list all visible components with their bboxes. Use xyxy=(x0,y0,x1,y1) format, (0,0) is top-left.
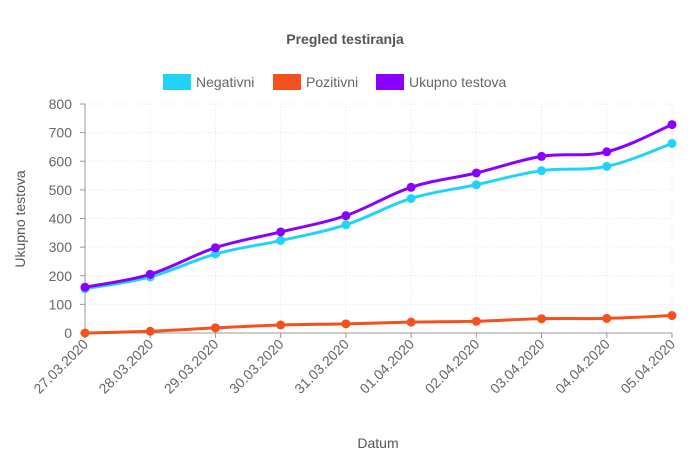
data-point[interactable] xyxy=(406,193,416,203)
legend-label-1[interactable]: Pozitivni xyxy=(306,74,358,90)
chart-title: Pregled testiranja xyxy=(286,31,404,47)
legend-swatch-1[interactable] xyxy=(273,74,301,90)
y-tick-label: 200 xyxy=(49,268,73,284)
series-line-1 xyxy=(83,314,674,335)
data-point[interactable] xyxy=(80,328,90,338)
data-point[interactable] xyxy=(602,147,612,157)
data-point[interactable] xyxy=(602,161,612,171)
x-tick-label: 29.03.2020 xyxy=(161,336,222,397)
legend: Negativni Pozitivni Ukupno testova xyxy=(163,74,506,90)
data-point[interactable] xyxy=(276,320,286,330)
data-point[interactable] xyxy=(341,220,351,230)
legend-label-0[interactable]: Negativni xyxy=(196,74,254,90)
data-point[interactable] xyxy=(276,227,286,237)
data-point[interactable] xyxy=(80,282,90,292)
y-tick-label: 100 xyxy=(49,296,73,312)
x-tick-label: 03.04.2020 xyxy=(487,336,548,397)
x-tick-label: 31.03.2020 xyxy=(291,336,352,397)
data-point[interactable] xyxy=(667,311,677,321)
data-point[interactable] xyxy=(276,236,286,246)
series-line-0 xyxy=(83,142,674,291)
data-point[interactable] xyxy=(537,314,547,324)
legend-swatch-0[interactable] xyxy=(163,74,191,90)
series-2 xyxy=(80,120,677,292)
data-point[interactable] xyxy=(145,326,155,336)
y-tick-label: 700 xyxy=(49,125,73,141)
y-axis-ticks: 0 100 200 300 400 500 600 700 800 xyxy=(49,96,85,341)
data-point[interactable] xyxy=(210,323,220,333)
data-point[interactable] xyxy=(341,319,351,329)
x-tick-label: 02.04.2020 xyxy=(422,336,483,397)
y-tick-label: 600 xyxy=(49,153,73,169)
series-1 xyxy=(80,311,677,338)
data-point[interactable] xyxy=(537,151,547,161)
data-point[interactable] xyxy=(210,249,220,259)
series-line-2 xyxy=(83,123,674,289)
series-0 xyxy=(80,139,677,294)
x-axis-label: Datum xyxy=(357,435,398,451)
y-axis-label: Ukupno testova xyxy=(12,170,28,267)
data-point[interactable] xyxy=(667,139,677,149)
x-tick-label: 05.04.2020 xyxy=(617,336,678,397)
y-tick-label: 400 xyxy=(49,211,73,227)
x-tick-label: 04.04.2020 xyxy=(552,336,613,397)
x-tick-label: 01.04.2020 xyxy=(356,336,417,397)
x-axis-ticks: 27.03.2020 28.03.2020 29.03.2020 30.03.2020… xyxy=(30,333,678,397)
x-tick-label: 28.03.2020 xyxy=(95,336,156,397)
data-point[interactable] xyxy=(210,243,220,253)
x-tick-label: 30.03.2020 xyxy=(226,336,287,397)
data-point[interactable] xyxy=(537,166,547,176)
grid-lines xyxy=(84,103,673,334)
legend-label-2[interactable]: Ukupno testova xyxy=(409,74,506,90)
data-point[interactable] xyxy=(667,120,677,130)
data-point[interactable] xyxy=(406,317,416,327)
legend-swatch-2[interactable] xyxy=(376,74,404,90)
data-point[interactable] xyxy=(471,168,481,178)
series-group xyxy=(80,120,677,338)
data-point[interactable] xyxy=(471,316,481,326)
y-tick-label: 0 xyxy=(64,325,72,341)
x-tick-label: 27.03.2020 xyxy=(30,336,91,397)
y-tick-label: 800 xyxy=(49,96,73,112)
data-point[interactable] xyxy=(602,313,612,323)
y-tick-label: 500 xyxy=(49,182,73,198)
data-point[interactable] xyxy=(471,180,481,190)
data-point[interactable] xyxy=(145,269,155,279)
data-point[interactable] xyxy=(406,182,416,192)
y-tick-label: 300 xyxy=(49,239,73,255)
data-point[interactable] xyxy=(341,211,351,221)
